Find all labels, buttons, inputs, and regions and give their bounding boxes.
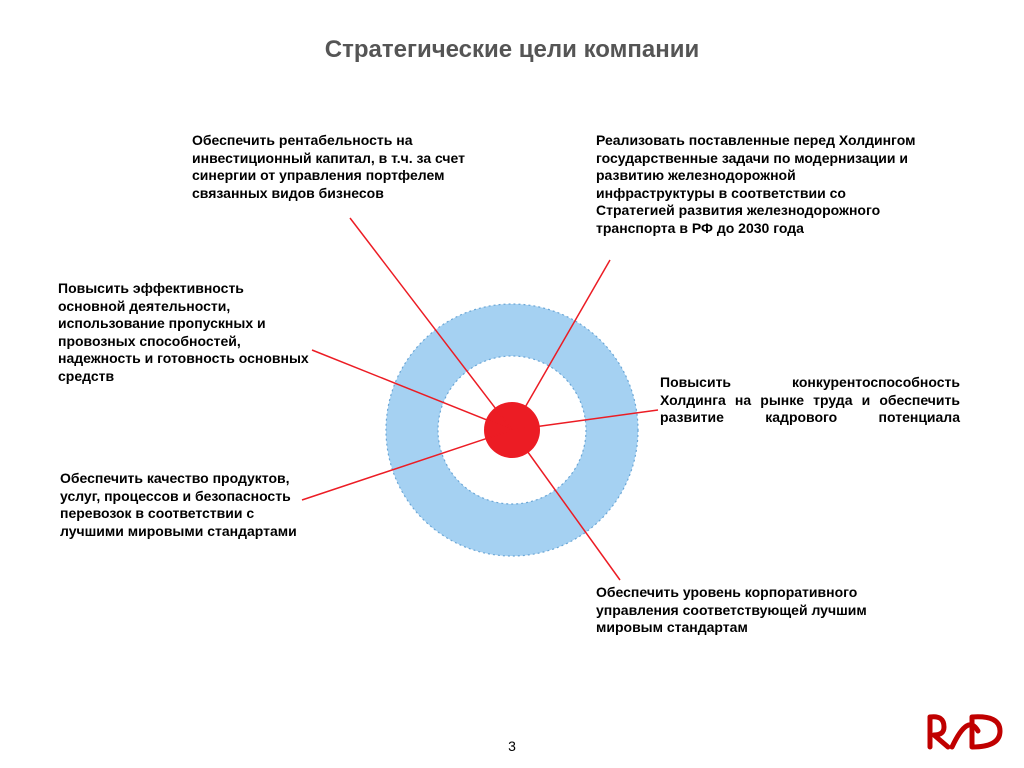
rzd-logo xyxy=(924,709,1006,758)
goal-b2: Реализовать поставленные перед Холдингом… xyxy=(596,132,916,237)
goal-b5: Обеспечить качество продуктов, услуг, пр… xyxy=(60,470,300,540)
goal-b1: Обеспечить рентабельность на инвестицион… xyxy=(192,132,502,202)
goal-b4: Повысить конкурентоспособность Холдинга … xyxy=(660,374,960,427)
slide-title: Стратегические цели компании xyxy=(0,36,1024,64)
goal-b6: Обеспечить уровень корпоративного управл… xyxy=(596,584,916,637)
goal-b3: Повысить эффективность основной деятельн… xyxy=(58,280,310,385)
page-number: 3 xyxy=(0,738,1024,754)
